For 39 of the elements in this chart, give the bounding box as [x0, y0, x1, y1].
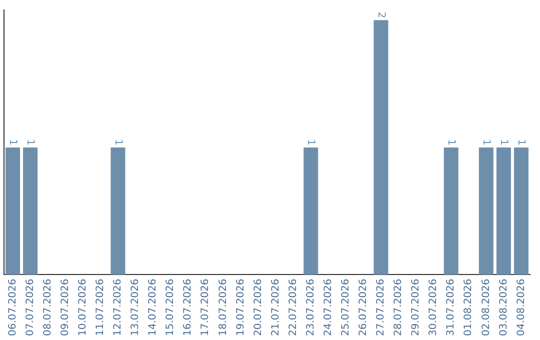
- x-tick-label: 31.07.2026: [446, 278, 457, 336]
- x-tick-label: 09.07.2026: [60, 278, 71, 336]
- x-tick-label: 04.08.2026: [516, 278, 527, 336]
- x-tick-label: 12.07.2026: [112, 278, 124, 336]
- data-label: 1: [446, 139, 457, 146]
- data-label: 1: [24, 139, 36, 146]
- x-tick-label: 30.07.2026: [428, 278, 440, 336]
- data-label: 1: [480, 139, 492, 146]
- x-tick-label: 20.07.2026: [252, 278, 264, 336]
- x-tick-label: 16.07.2026: [182, 278, 194, 336]
- data-label: 1: [516, 139, 527, 146]
- x-tick-label: 23.07.2026: [305, 278, 316, 336]
- x-tick-label: 21.07.2026: [270, 278, 282, 336]
- x-tick-label: 17.07.2026: [200, 278, 212, 336]
- x-tick-label: 15.07.2026: [165, 278, 176, 336]
- x-tick-label: 08.07.2026: [42, 278, 54, 336]
- x-tick-label: 06.07.2026: [7, 278, 18, 336]
- x-tick-label: 27.07.2026: [376, 278, 387, 336]
- x-tick-label: 29.07.2026: [410, 278, 422, 336]
- data-label: 1: [7, 139, 18, 146]
- x-tick-label: 11.07.2026: [95, 278, 106, 336]
- data-label: 1: [112, 139, 124, 146]
- x-tick-label: 14.07.2026: [148, 278, 159, 336]
- x-tick-label: 03.08.2026: [498, 278, 510, 336]
- x-tick-label: 18.07.2026: [218, 278, 229, 336]
- data-label: 1: [498, 139, 510, 146]
- x-tick-label: 22.07.2026: [288, 278, 299, 336]
- x-tick-label: 26.07.2026: [358, 278, 370, 336]
- x-tick-label: 24.07.2026: [322, 278, 334, 336]
- data-label: 2: [375, 12, 386, 18]
- x-tick-label: 13.07.2026: [130, 278, 142, 336]
- x-tick-label: 01.08.2026: [463, 278, 474, 336]
- x-tick-label: 25.07.2026: [340, 278, 352, 336]
- x-tick-label: 19.07.2026: [235, 278, 246, 336]
- x-tick-label: 02.08.2026: [480, 278, 492, 336]
- x-tick-label: 28.07.2026: [393, 278, 404, 336]
- x-tick-label: 10.07.2026: [77, 278, 88, 336]
- x-tick-label: 07.07.2026: [24, 278, 36, 336]
- data-label: 1: [305, 139, 316, 146]
